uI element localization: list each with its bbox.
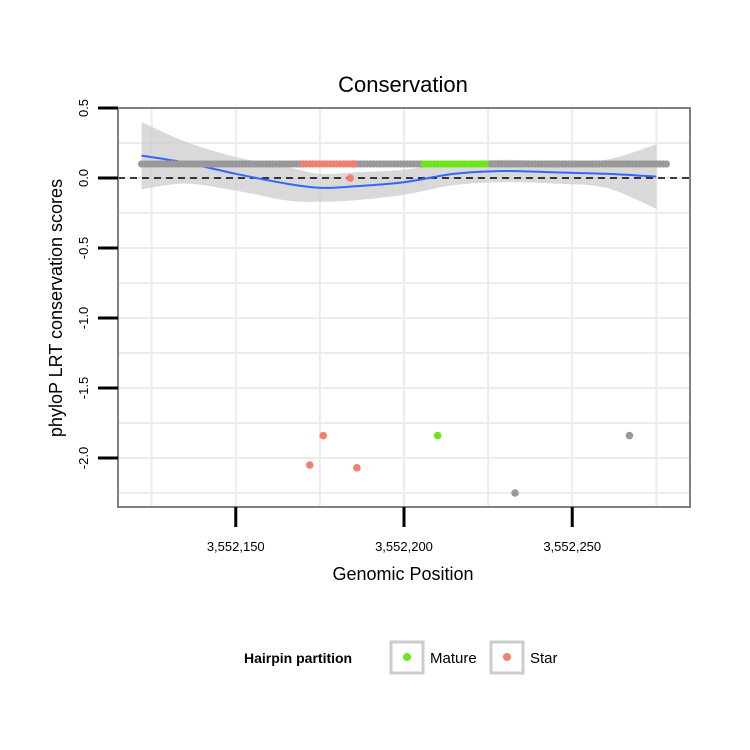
legend-key-mature-dot (403, 653, 411, 661)
point-other (625, 431, 634, 440)
x-tick-label: 3,552,250 (543, 539, 601, 554)
smooth-line-layer (141, 154, 657, 189)
y-tick-label: -0.5 (76, 237, 91, 259)
point-star (319, 431, 328, 440)
points-layer (137, 160, 671, 497)
point-other (511, 489, 519, 497)
x-axis-title: Genomic Position (332, 564, 473, 584)
legend-label-mature: Mature (430, 650, 477, 667)
y-axis: 0.5 0.0 -0.5 -1.0 -1.5 -2.0 (76, 99, 118, 469)
chart-title: Conservation (338, 72, 468, 97)
confidence-band-layer (141, 122, 657, 209)
y-tick-label: -1.0 (76, 307, 91, 329)
y-tick-label: 0.5 (76, 99, 91, 117)
legend-label-star: Star (530, 650, 558, 667)
x-tick-label: 3,552,150 (207, 539, 265, 554)
point-star (349, 160, 358, 168)
confidence-band (141, 122, 657, 209)
y-tick-label: -1.5 (76, 377, 91, 399)
legend-title: Hairpin partition (244, 650, 352, 666)
x-tick-label: 3,552,200 (375, 539, 433, 554)
point-star (305, 461, 314, 469)
legend: Hairpin partition Mature Star (244, 640, 558, 675)
y-tick-label: -2.0 (76, 447, 91, 469)
y-tick-label: 0.0 (76, 169, 91, 187)
y-axis-title: phyloP LRT conservation scores (46, 179, 66, 437)
legend-key-mature-box (389, 640, 425, 675)
legend-key-star-dot (503, 653, 511, 661)
point-other (662, 160, 671, 168)
point-star (353, 464, 361, 472)
point-star (346, 174, 354, 182)
smooth-line (141, 154, 657, 189)
x-axis: 3,552,150 3,552,200 3,552,250 (207, 507, 601, 554)
point-mature (433, 431, 442, 440)
